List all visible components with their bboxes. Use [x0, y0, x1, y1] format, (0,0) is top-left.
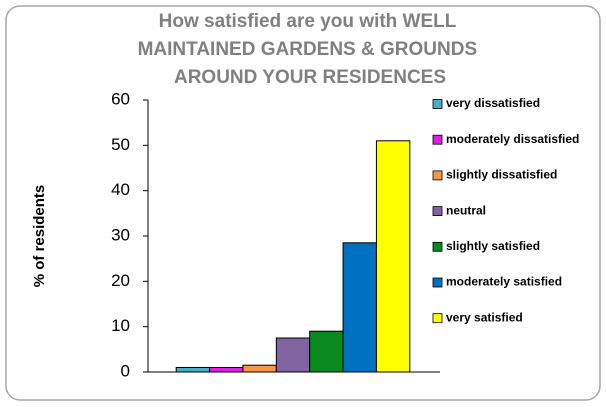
- y-tick-label: 10: [111, 316, 130, 335]
- bar: [242, 364, 277, 373]
- y-tick-label: 20: [111, 271, 130, 290]
- title-line: AROUND YOUR RESIDENCES: [174, 67, 446, 88]
- legend-label: slightly satisfied: [446, 239, 540, 253]
- title-line: How satisfied are you with WELL: [159, 11, 457, 32]
- y-tick-label: 40: [111, 180, 130, 199]
- chart-border: [5, 5, 601, 401]
- y-tick-label: 30: [111, 225, 130, 244]
- legend-label: moderately dissatisfied: [446, 132, 579, 146]
- legend-swatch: [432, 170, 443, 181]
- bar: [375, 140, 411, 373]
- legend-swatch: [432, 313, 443, 324]
- bar: [209, 366, 244, 373]
- title-line: MAINTAINED GARDENS & GROUNDS: [138, 39, 478, 60]
- bar: [342, 242, 377, 373]
- legend-swatch: [432, 241, 443, 252]
- legend-label: slightly dissatisfied: [446, 168, 557, 182]
- legend-label: very satisfied: [446, 310, 523, 324]
- y-axis-label: % of residents: [31, 185, 48, 288]
- chart-title: How satisfied are you with WELL MAINTAIN…: [138, 11, 483, 88]
- y-tick-label: 0: [121, 361, 130, 380]
- legend-label: neutral: [446, 203, 486, 217]
- legend-swatch: [432, 206, 443, 217]
- bar: [175, 366, 211, 373]
- y-tick-label: 60: [111, 89, 130, 108]
- legend-label: moderately satisfied: [446, 275, 562, 289]
- legend-swatch: [432, 99, 443, 109]
- legend-label: very dissatisfied: [446, 96, 540, 110]
- legend-swatch: [432, 134, 443, 145]
- bar: [275, 337, 311, 373]
- y-tick-label: 50: [111, 135, 130, 154]
- legend-swatch: [432, 277, 443, 288]
- bar: [309, 330, 344, 373]
